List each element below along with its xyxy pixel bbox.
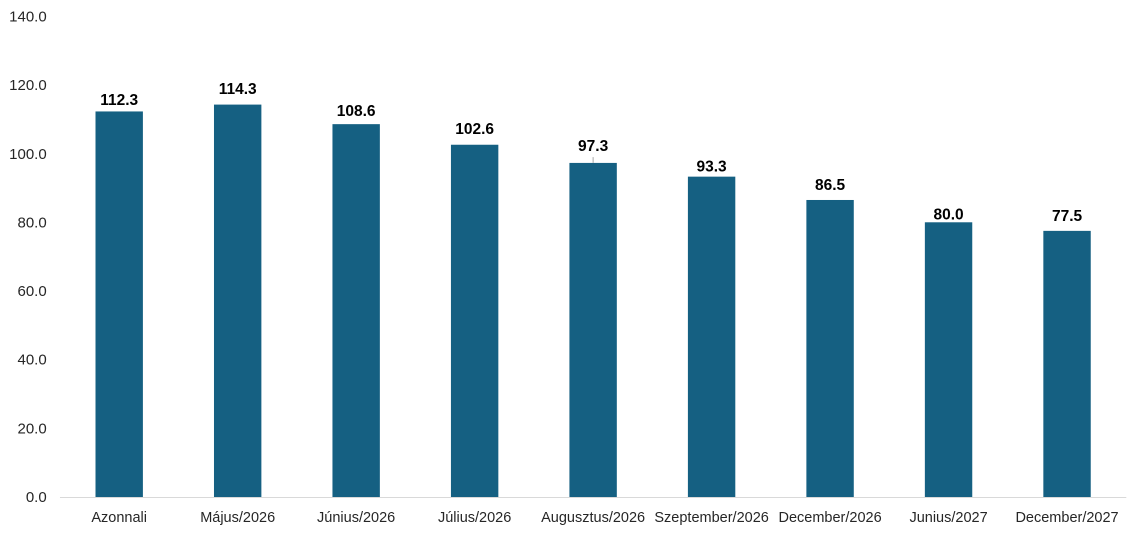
svg-text:80.0: 80.0: [933, 207, 963, 224]
svg-text:86.5: 86.5: [815, 177, 846, 194]
svg-text:100.0: 100.0: [9, 146, 47, 163]
svg-text:102.6: 102.6: [455, 121, 494, 138]
svg-text:120.0: 120.0: [9, 77, 47, 94]
svg-text:40.0: 40.0: [17, 352, 46, 369]
svg-text:97.3: 97.3: [578, 138, 609, 155]
svg-text:140.0: 140.0: [9, 9, 47, 26]
svg-text:20.0: 20.0: [17, 420, 46, 437]
svg-text:93.3: 93.3: [697, 158, 728, 175]
svg-text:Azonnali: Azonnali: [91, 510, 147, 526]
svg-text:Junius/2027: Junius/2027: [909, 510, 987, 526]
svg-text:Szeptember/2026: Szeptember/2026: [654, 510, 768, 526]
svg-text:December/2027: December/2027: [1015, 510, 1118, 526]
svg-text:80.0: 80.0: [17, 215, 46, 232]
svg-text:112.3: 112.3: [100, 92, 138, 109]
svg-text:77.5: 77.5: [1052, 208, 1083, 225]
svg-text:0.0: 0.0: [26, 489, 47, 506]
svg-text:Augusztus/2026: Augusztus/2026: [541, 510, 645, 526]
svg-text:December/2026: December/2026: [778, 510, 881, 526]
svg-text:Május/2026: Május/2026: [200, 510, 275, 526]
svg-text:60.0: 60.0: [17, 283, 46, 300]
svg-text:114.3: 114.3: [219, 81, 257, 98]
svg-text:Július/2026: Július/2026: [438, 510, 511, 526]
svg-text:108.6: 108.6: [337, 103, 376, 120]
svg-text:Június/2026: Június/2026: [317, 510, 395, 526]
